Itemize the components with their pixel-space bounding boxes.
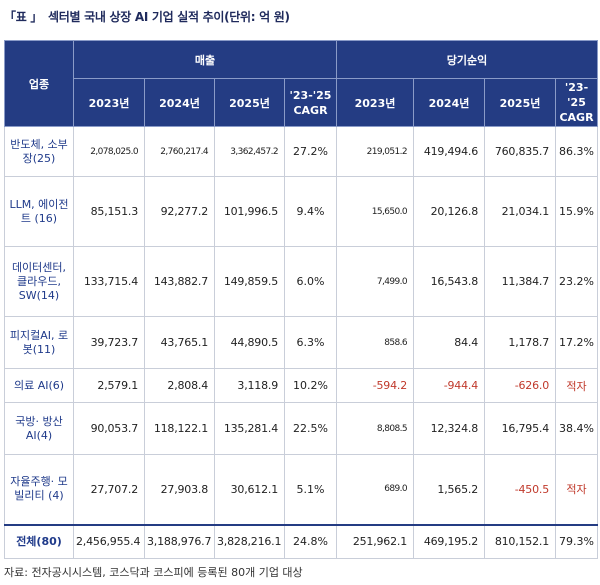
- value-cell: 3,828,216.1: [214, 523, 285, 559]
- value-cell: 20,126.8: [413, 176, 485, 247]
- value-cell: 8,808.5: [336, 402, 414, 455]
- total-row: 전체(80) 2,456,955.4 3,188,976.7 3,828,216.1 2…: [4, 523, 599, 559]
- value-cell: 39,723.7: [73, 316, 145, 369]
- col-header: 2024년: [413, 78, 485, 127]
- value-cell: 101,996.5: [214, 176, 285, 247]
- cagr-cell: 24.8%: [284, 523, 337, 559]
- table-body: 반도체, 소부장(25) 2,078,025.0 2,760,217.4 3,362,…: [4, 126, 599, 559]
- value-cell: -944.4: [413, 368, 485, 403]
- sales-group-header: 매출: [73, 40, 337, 79]
- value-cell: 810,152.1: [484, 523, 556, 559]
- sector-header: 업종: [4, 40, 74, 127]
- value-cell: 44,890.5: [214, 316, 285, 369]
- value-cell: 469,195.2: [413, 523, 485, 559]
- value-cell: -450.5: [484, 454, 556, 525]
- sector-cell: 의료 AI(6): [4, 368, 74, 403]
- col-header: 2025년: [484, 78, 556, 127]
- table-row: 반도체, 소부장(25) 2,078,025.0 2,760,217.4 3,362,…: [4, 126, 599, 177]
- value-cell: 689.0: [336, 454, 414, 525]
- value-cell: 84.4: [413, 316, 485, 369]
- title-text: 섹터별 국내 상장 AI 기업 실적 추이(단위: 억 원): [48, 9, 290, 24]
- col-header-cagr: '23-'25 CAGR: [554, 78, 599, 127]
- col-header: 2023년: [336, 78, 414, 127]
- value-cell: 2,456,955.4: [73, 523, 145, 559]
- table-header: 업종 매출 당기순익 2023년 2024년 2025년 '23-'25 CAG…: [4, 40, 599, 127]
- table-row: 데이터센터, 클라우드, SW(14) 133,715.4 143,882.7 149…: [4, 246, 599, 317]
- value-cell: 92,277.2: [144, 176, 215, 247]
- value-cell: 16,543.8: [413, 246, 485, 317]
- table-row: 의료 AI(6) 2,579.1 2,808.4 3,118.9 10.2% -594.2…: [4, 368, 599, 403]
- col-header: 2025년: [214, 78, 285, 127]
- sector-cell: 전체(80): [4, 523, 74, 559]
- value-cell: 133,715.4: [73, 246, 145, 317]
- sector-cell: 피지컬AI, 로봇(11): [4, 316, 74, 369]
- value-cell: -594.2: [336, 368, 414, 403]
- cagr-cell: 17.2%: [554, 316, 599, 369]
- profit-group-header: 당기순익: [335, 40, 599, 79]
- sector-cell: LLM, 에이전트 (16): [4, 176, 74, 247]
- cagr-cell: 15.9%: [554, 176, 599, 247]
- value-cell: 419,494.6: [413, 126, 485, 177]
- cagr-cell: 22.5%: [284, 402, 337, 455]
- value-cell: 143,882.7: [144, 246, 215, 317]
- value-cell: 7,499.0: [336, 246, 414, 317]
- value-cell: 135,281.4: [214, 402, 285, 455]
- value-cell: 2,808.4: [144, 368, 215, 403]
- value-cell: 1,178.7: [484, 316, 556, 369]
- cagr-cell: 5.1%: [284, 454, 337, 525]
- value-cell: 16,795.4: [484, 402, 556, 455]
- cagr-cell: 9.4%: [284, 176, 337, 247]
- cagr-cell: 6.3%: [284, 316, 337, 369]
- table-row: 국방· 방산AI(4) 90,053.7 118,122.1 135,281.4 22.…: [4, 402, 599, 455]
- value-cell: 43,765.1: [144, 316, 215, 369]
- value-cell: 27,707.2: [73, 454, 145, 525]
- value-cell: 11,384.7: [484, 246, 556, 317]
- cagr-cell: 적자: [554, 454, 599, 525]
- value-cell: 858.6: [336, 316, 414, 369]
- value-cell: 760,835.7: [484, 126, 556, 177]
- sector-cell: 국방· 방산AI(4): [4, 402, 74, 455]
- cagr-cell: 적자: [554, 368, 599, 403]
- cagr-cell: 86.3%: [554, 126, 599, 177]
- value-cell: 27,903.8: [144, 454, 215, 525]
- value-cell: 2,760,217.4: [144, 126, 215, 177]
- value-cell: 118,122.1: [144, 402, 215, 455]
- value-cell: 85,151.3: [73, 176, 145, 247]
- table-title: 「표 」 섹터별 국내 상장 AI 기업 실적 추이(단위: 억 원): [4, 5, 290, 27]
- source-note: 자료: 전자공시시스템, 코스닥과 코스피에 등록된 80개 기업 대상: [4, 566, 303, 579]
- value-cell: 15,650.0: [336, 176, 414, 247]
- value-cell: 2,078,025.0: [73, 126, 145, 177]
- value-cell: 2,579.1: [73, 368, 145, 403]
- value-cell: 1,565.2: [413, 454, 485, 525]
- value-cell: 90,053.7: [73, 402, 145, 455]
- value-cell: 251,962.1: [336, 523, 414, 559]
- sector-cell: 자율주행· 모빌리티 (4): [4, 454, 74, 525]
- value-cell: 149,859.5: [214, 246, 285, 317]
- col-header: 2023년: [73, 78, 145, 127]
- value-cell: 219,051.2: [336, 126, 414, 177]
- value-cell: 21,034.1: [484, 176, 556, 247]
- value-cell: 3,188,976.7: [144, 523, 215, 559]
- title-bracket: 「표 」: [4, 9, 43, 24]
- value-cell: 3,118.9: [214, 368, 285, 403]
- table-row: LLM, 에이전트 (16) 85,151.3 92,277.2 101,996.5 9…: [4, 176, 599, 247]
- sector-cell: 데이터센터, 클라우드, SW(14): [4, 246, 74, 317]
- table-row: 피지컬AI, 로봇(11) 39,723.7 43,765.1 44,890.5 6.3…: [4, 316, 599, 369]
- cagr-cell: 6.0%: [284, 246, 337, 317]
- col-header-cagr: '23-'25 CAGR: [284, 78, 337, 127]
- performance-table: 업종 매출 당기순익 2023년 2024년 2025년 '23-'25 CAG…: [4, 40, 599, 559]
- table-row: 자율주행· 모빌리티 (4) 27,707.2 27,903.8 30,612.1 5.…: [4, 454, 599, 525]
- cagr-cell: 38.4%: [554, 402, 599, 455]
- cagr-cell: 23.2%: [554, 246, 599, 317]
- value-cell: 12,324.8: [413, 402, 485, 455]
- value-cell: 3,362,457.2: [214, 126, 285, 177]
- value-cell: -626.0: [484, 368, 556, 403]
- cagr-cell: 27.2%: [284, 126, 337, 177]
- sector-cell: 반도체, 소부장(25): [4, 126, 74, 177]
- col-header: 2024년: [144, 78, 215, 127]
- cagr-cell: 79.3%: [554, 523, 599, 559]
- value-cell: 30,612.1: [214, 454, 285, 525]
- cagr-cell: 10.2%: [284, 368, 337, 403]
